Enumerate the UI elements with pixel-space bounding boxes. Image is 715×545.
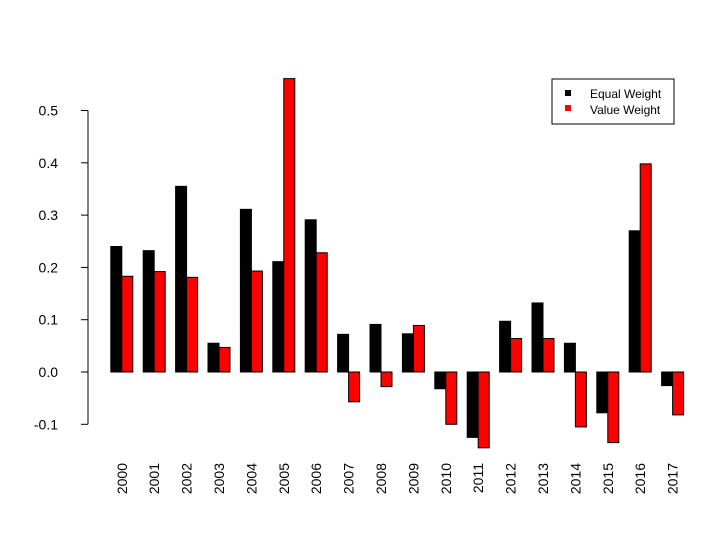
y-tick-label: 0.2 xyxy=(39,259,59,275)
bar-equal-weight xyxy=(369,323,382,373)
bar-equal-weight xyxy=(531,302,544,373)
bar-value-weight xyxy=(250,270,263,373)
legend-swatch-equal-weight xyxy=(565,90,571,96)
x-tick-label: 2007 xyxy=(341,463,357,494)
bar-equal-weight xyxy=(401,333,414,373)
bar-value-weight xyxy=(153,271,166,373)
bar-equal-weight xyxy=(110,245,123,373)
y-tick-label: 0.5 xyxy=(39,103,59,119)
bar-value-weight xyxy=(283,78,296,373)
x-tick-label: 2006 xyxy=(308,463,324,494)
x-tick-label: 2010 xyxy=(438,463,454,494)
bar-value-weight xyxy=(574,371,587,428)
bar-value-weight xyxy=(542,338,555,373)
bar-equal-weight xyxy=(563,342,576,373)
bar-equal-weight xyxy=(304,219,317,373)
bar-equal-weight xyxy=(272,261,285,373)
bar-group xyxy=(110,78,685,449)
legend-label-equal-weight: Equal Weight xyxy=(590,87,662,101)
x-tick-label: 2014 xyxy=(567,463,583,494)
bar-equal-weight xyxy=(661,371,674,387)
bar-equal-weight xyxy=(434,371,447,390)
y-tick-label: 0.4 xyxy=(39,155,59,171)
x-tick-label: 2005 xyxy=(276,463,292,494)
bar-value-weight xyxy=(445,371,458,425)
bar-value-weight xyxy=(315,252,328,373)
bar-equal-weight xyxy=(175,185,188,373)
bar-value-weight xyxy=(607,371,620,444)
x-tick-label: 2008 xyxy=(373,463,389,494)
bar-value-weight xyxy=(510,338,523,373)
bar-equal-weight xyxy=(207,342,220,373)
y-tick-label: 0.0 xyxy=(39,364,59,380)
bar-value-weight xyxy=(639,163,652,373)
x-tick-label: 2004 xyxy=(243,463,259,494)
bar-value-weight xyxy=(672,371,685,416)
x-tick-label: 2003 xyxy=(211,463,227,494)
bar-value-weight xyxy=(412,324,425,373)
bar-equal-weight xyxy=(337,333,350,373)
bar-equal-weight xyxy=(499,320,512,373)
x-tick-label: 2012 xyxy=(503,463,519,494)
x-tick-label: 2015 xyxy=(600,463,616,494)
y-tick-label: -0.1 xyxy=(34,416,58,432)
x-tick-label: 2001 xyxy=(146,463,162,494)
bar-value-weight xyxy=(121,275,134,373)
bar-equal-weight xyxy=(142,250,155,373)
bar-value-weight xyxy=(186,276,199,373)
x-tick-label: 2016 xyxy=(632,463,648,494)
x-tick-label: 2013 xyxy=(535,463,551,494)
x-tick-label: 2000 xyxy=(114,463,130,494)
y-tick-label: 0.1 xyxy=(39,312,59,328)
y-tick-label: 0.3 xyxy=(39,207,59,223)
legend: Equal Weight Value Weight xyxy=(551,78,675,125)
legend-label-value-weight: Value Weight xyxy=(590,103,661,117)
x-tick-label: 2009 xyxy=(405,463,421,494)
x-tick-label: 2002 xyxy=(179,463,195,494)
x-tick-label: 2011 xyxy=(470,463,486,493)
y-axis: -0.1 0.0 0.1 0.2 0.3 0.4 0.5 xyxy=(34,103,89,432)
bar-equal-weight xyxy=(239,208,252,373)
legend-box xyxy=(551,78,675,125)
bar-equal-weight xyxy=(596,371,609,414)
bar-equal-weight xyxy=(628,230,641,373)
bar-value-weight xyxy=(380,371,393,388)
bar-value-weight xyxy=(477,371,490,449)
x-axis-labels: 2000 2001 2002 2003 2004 2005 2006 2007 2008 2009… xyxy=(114,463,681,494)
x-tick-label: 2017 xyxy=(665,463,681,494)
bar-equal-weight xyxy=(466,371,479,438)
bar-value-weight xyxy=(348,371,361,403)
bar-value-weight xyxy=(218,346,231,373)
legend-swatch-value-weight xyxy=(565,105,571,111)
